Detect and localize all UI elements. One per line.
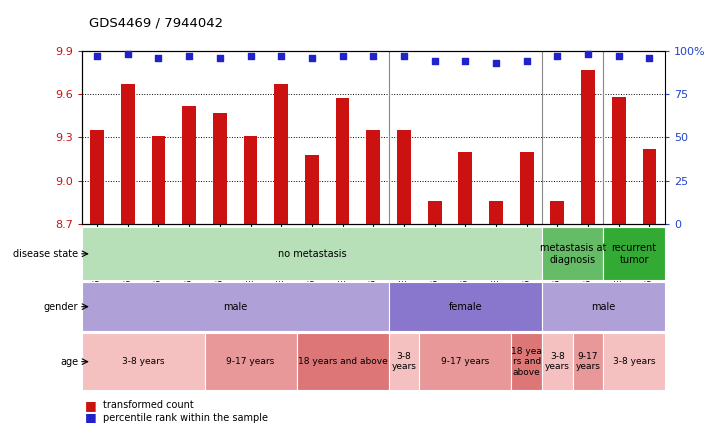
Bar xyxy=(366,130,380,224)
Text: ■: ■ xyxy=(85,412,97,423)
Bar xyxy=(244,136,257,224)
Bar xyxy=(296,333,389,390)
Point xyxy=(429,58,440,65)
Point xyxy=(368,52,379,59)
Point xyxy=(306,54,318,61)
Text: age: age xyxy=(60,357,78,367)
Point xyxy=(491,60,502,66)
Bar xyxy=(511,333,542,390)
Point xyxy=(459,58,471,65)
Text: 3-8
years: 3-8 years xyxy=(545,352,570,371)
Point xyxy=(521,58,533,65)
Text: female: female xyxy=(449,302,482,312)
Point xyxy=(552,52,563,59)
Text: male: male xyxy=(592,302,616,312)
Point xyxy=(245,52,256,59)
Bar xyxy=(542,333,573,390)
Bar xyxy=(82,282,389,331)
Text: 3-8 years: 3-8 years xyxy=(613,357,656,366)
Text: 9-17 years: 9-17 years xyxy=(442,357,489,366)
Point xyxy=(398,52,410,59)
Bar xyxy=(336,99,350,224)
Point xyxy=(92,52,103,59)
Text: 3-8
years: 3-8 years xyxy=(392,352,417,371)
Point xyxy=(122,51,134,58)
Text: disease state: disease state xyxy=(13,249,78,259)
Bar xyxy=(520,152,533,224)
Text: no metastasis: no metastasis xyxy=(277,249,346,259)
Bar xyxy=(397,130,411,224)
Text: recurrent
tumor: recurrent tumor xyxy=(611,243,657,265)
Bar xyxy=(419,333,511,390)
Bar xyxy=(581,69,595,224)
Text: GDS4469 / 7944042: GDS4469 / 7944042 xyxy=(89,17,223,30)
Text: percentile rank within the sample: percentile rank within the sample xyxy=(103,413,268,423)
Bar xyxy=(542,228,604,280)
Point xyxy=(183,52,195,59)
Bar xyxy=(121,84,134,224)
Bar xyxy=(612,97,626,224)
Bar xyxy=(274,84,288,224)
Bar xyxy=(182,106,196,224)
Bar xyxy=(90,130,104,224)
Point xyxy=(643,54,655,61)
Text: 18 yea
rs and
above: 18 yea rs and above xyxy=(511,347,542,376)
Bar xyxy=(389,333,419,390)
Point xyxy=(214,54,225,61)
Bar xyxy=(604,228,665,280)
Bar xyxy=(604,333,665,390)
Text: 9-17 years: 9-17 years xyxy=(226,357,274,366)
Text: male: male xyxy=(223,302,247,312)
Bar xyxy=(550,201,565,224)
Point xyxy=(613,52,624,59)
Bar xyxy=(428,201,442,224)
Bar xyxy=(305,155,319,224)
Text: 9-17
years: 9-17 years xyxy=(576,352,601,371)
Text: 18 years and above: 18 years and above xyxy=(298,357,387,366)
Bar xyxy=(82,228,542,280)
Text: ■: ■ xyxy=(85,399,97,412)
Text: 3-8 years: 3-8 years xyxy=(122,357,164,366)
Bar xyxy=(489,201,503,224)
Bar xyxy=(573,333,604,390)
Bar xyxy=(542,282,665,331)
Text: metastasis at
diagnosis: metastasis at diagnosis xyxy=(540,243,606,265)
Bar xyxy=(389,282,542,331)
Bar xyxy=(205,333,296,390)
Bar xyxy=(151,136,166,224)
Point xyxy=(337,52,348,59)
Bar xyxy=(82,333,205,390)
Point xyxy=(582,51,594,58)
Point xyxy=(153,54,164,61)
Bar xyxy=(213,113,227,224)
Bar xyxy=(459,152,472,224)
Text: gender: gender xyxy=(43,302,78,312)
Text: transformed count: transformed count xyxy=(103,400,194,410)
Bar xyxy=(643,149,656,224)
Point xyxy=(276,52,287,59)
